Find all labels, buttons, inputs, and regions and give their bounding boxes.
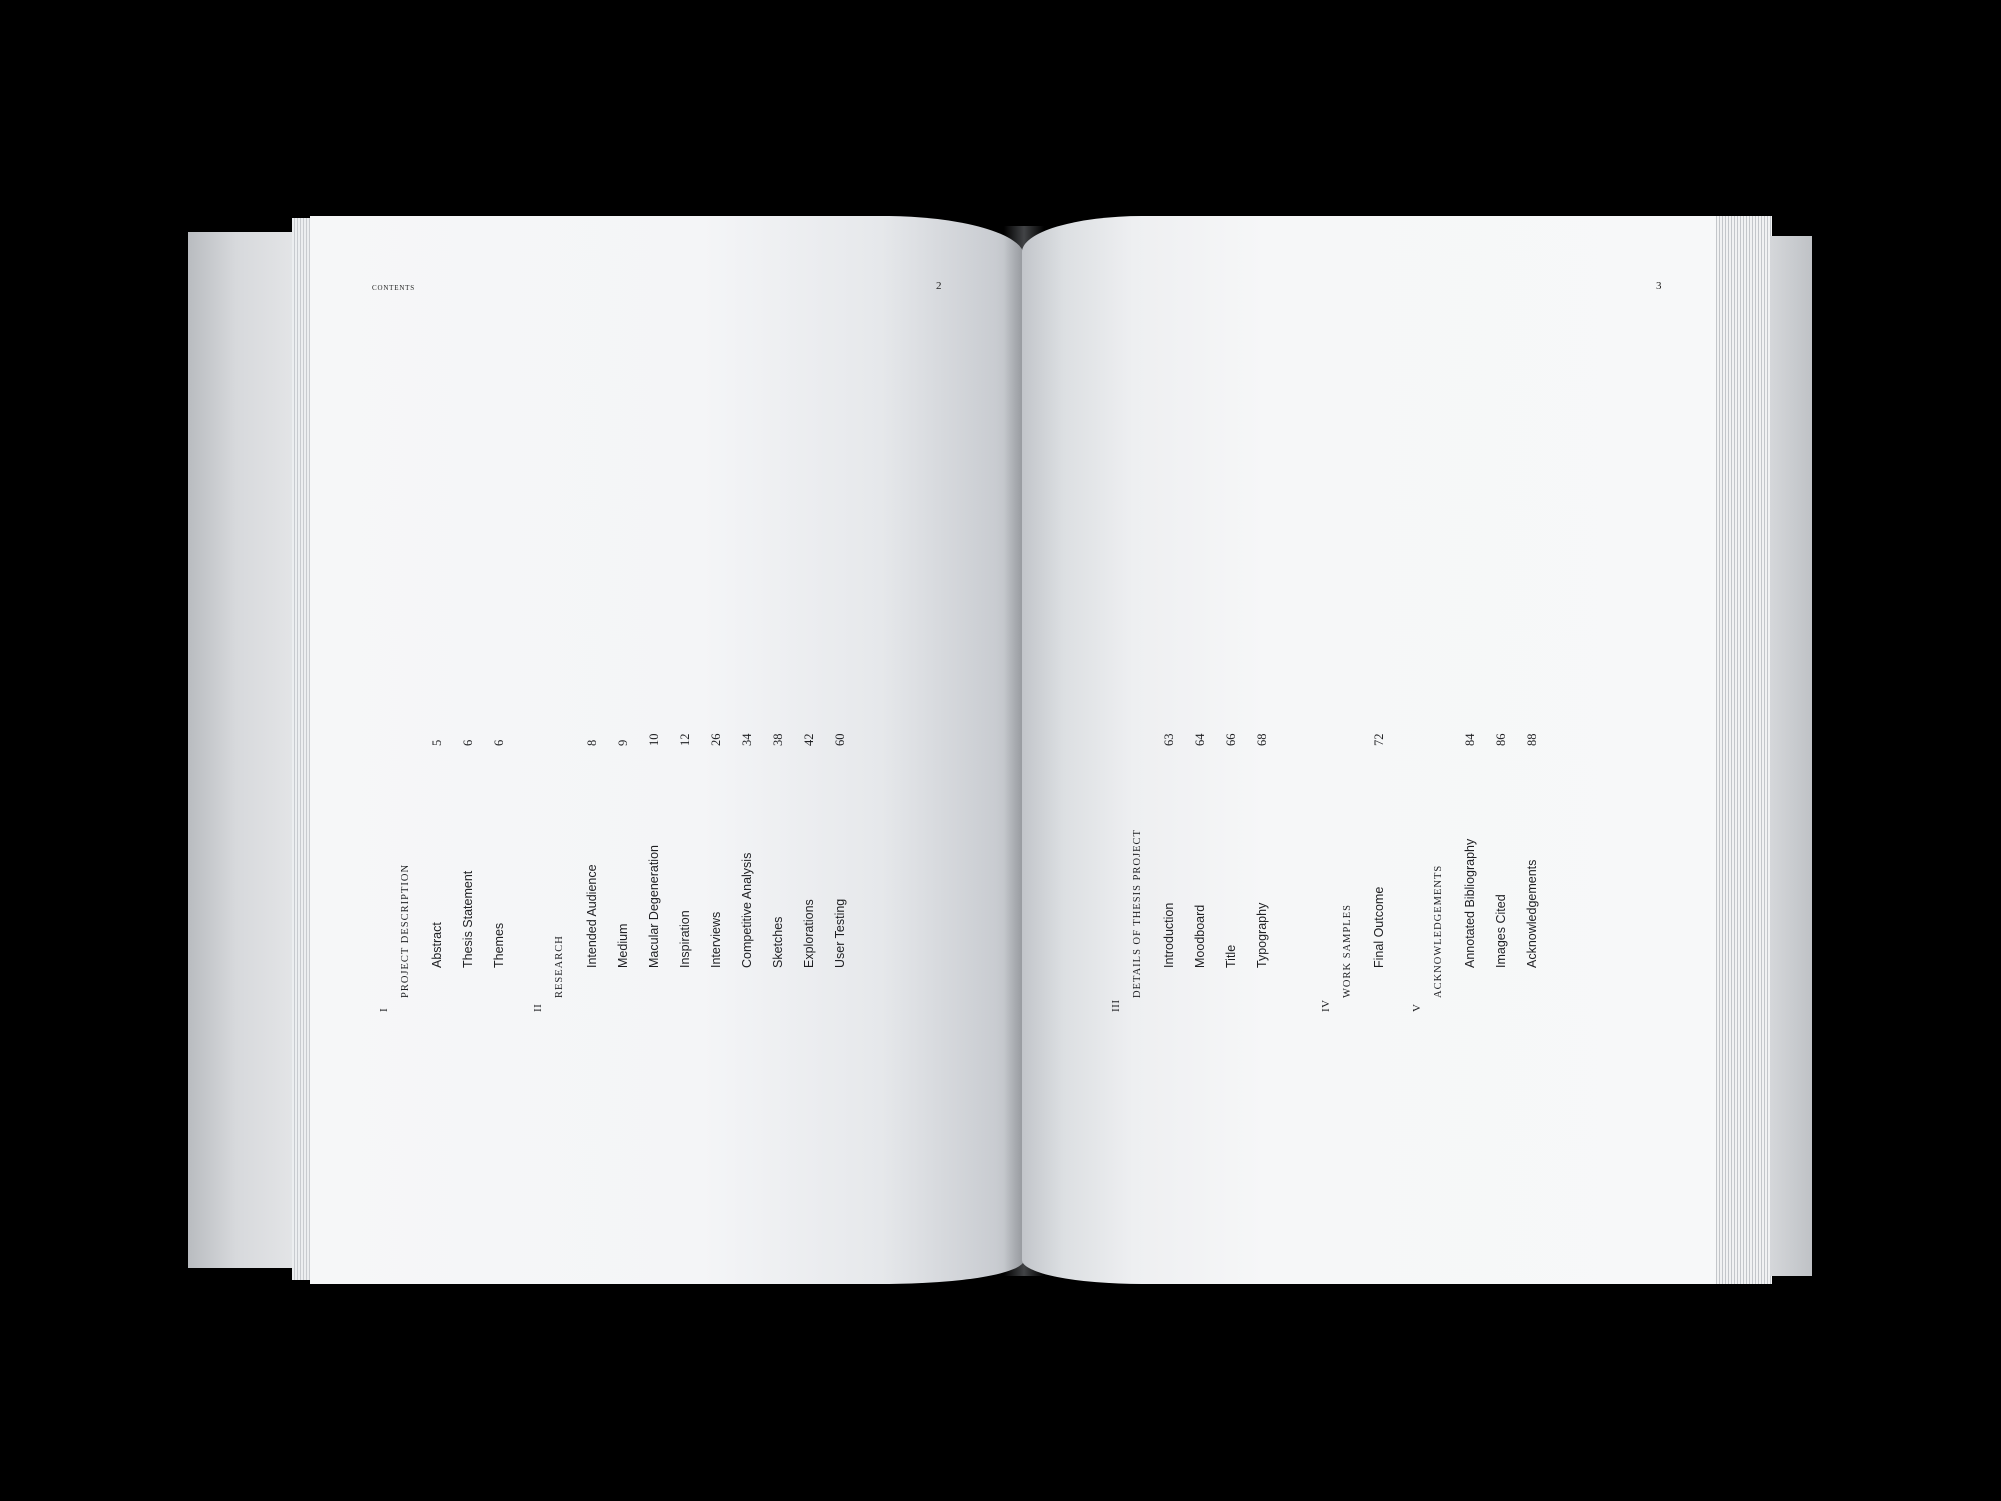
toc-entry-label: Images Cited [1494,894,1508,968]
toc-entry-page: 64 [1193,733,1207,747]
toc-entry-page: 72 [1372,733,1386,747]
left-cover-edge [188,232,308,1268]
toc-entry-page: 6 [461,739,475,746]
section-title: ACKNOWLEDGEMENTS [1433,864,1444,998]
toc-entry-label: Introduction [1162,902,1176,968]
toc-entry-label: Explorations [802,899,816,968]
section-title: DETAILS OF THESIS PROJECT [1132,829,1143,998]
toc-entry-page: 38 [771,733,785,747]
toc-entry-page: 88 [1525,733,1539,747]
toc-entry-page: 63 [1162,733,1176,747]
left-page-number: 2 [936,280,942,292]
toc-entry-page: 12 [678,733,692,747]
toc-entry-page: 86 [1494,733,1508,747]
toc-entry-label: Themes [492,922,506,968]
toc-entry-label: User Testing [833,898,847,968]
section-numeral: V [1411,1003,1423,1012]
section-title: PROJECT DESCRIPTION [400,863,411,998]
toc-entry-label: Title [1224,944,1238,968]
toc-entry-page: 26 [709,733,723,747]
right-page-number: 3 [1656,280,1662,292]
section-title: RESEARCH [554,935,565,998]
right-page: 3 III DETAILS OF THESIS PROJECT Introducti… [1022,216,1716,1284]
running-head: contents [372,282,415,293]
section-title: WORK SAMPLES [1342,904,1353,998]
toc-entry-page: 42 [802,733,816,747]
toc-entry-label: Macular Degeneration [647,845,661,968]
toc-entry-page: 34 [740,733,754,747]
toc-entry-label: Moodboard [1193,904,1207,968]
toc-entry-page: 66 [1224,733,1238,747]
toc-entry-page: 10 [647,733,661,747]
toc-entry-label: Thesis Statement [461,870,475,968]
toc-entry-label: Medium [616,923,630,968]
toc-entry-label: Annotated Bibliography [1463,838,1477,968]
right-cover-edge [1770,236,1812,1276]
section-numeral: IV [1320,999,1332,1012]
toc-entry-page: 60 [833,733,847,747]
toc-entry-label: Interviews [709,911,723,968]
toc-entry-page: 84 [1463,733,1477,747]
section-numeral: III [1110,999,1122,1013]
toc-entry-page: 68 [1255,733,1269,747]
section-numeral: II [532,1003,544,1012]
toc-entry-label: Final Outcome [1372,886,1386,968]
toc-entry-page: 9 [616,739,630,746]
toc-entry-label: Sketches [771,916,785,968]
toc-entry-label: Inspiration [678,910,692,968]
toc-entry-label: Abstract [430,922,444,968]
toc-entry-label: Typography [1255,902,1269,968]
right-page-stack [1714,216,1772,1284]
section-numeral: I [378,1007,390,1012]
left-page-stack [292,218,314,1280]
toc-entry-label: Competitive Analysis [740,852,754,968]
toc-entry-label: Intended Audience [585,864,599,968]
toc-entry-page: 5 [430,739,444,746]
toc-entry-page: 8 [585,739,599,746]
left-page: contents 2 I PROJECT DESCRIPTION Abstract 5… [310,216,1024,1284]
toc-entry-label: Acknowledgements [1525,859,1539,968]
toc-entry-page: 6 [492,739,506,746]
